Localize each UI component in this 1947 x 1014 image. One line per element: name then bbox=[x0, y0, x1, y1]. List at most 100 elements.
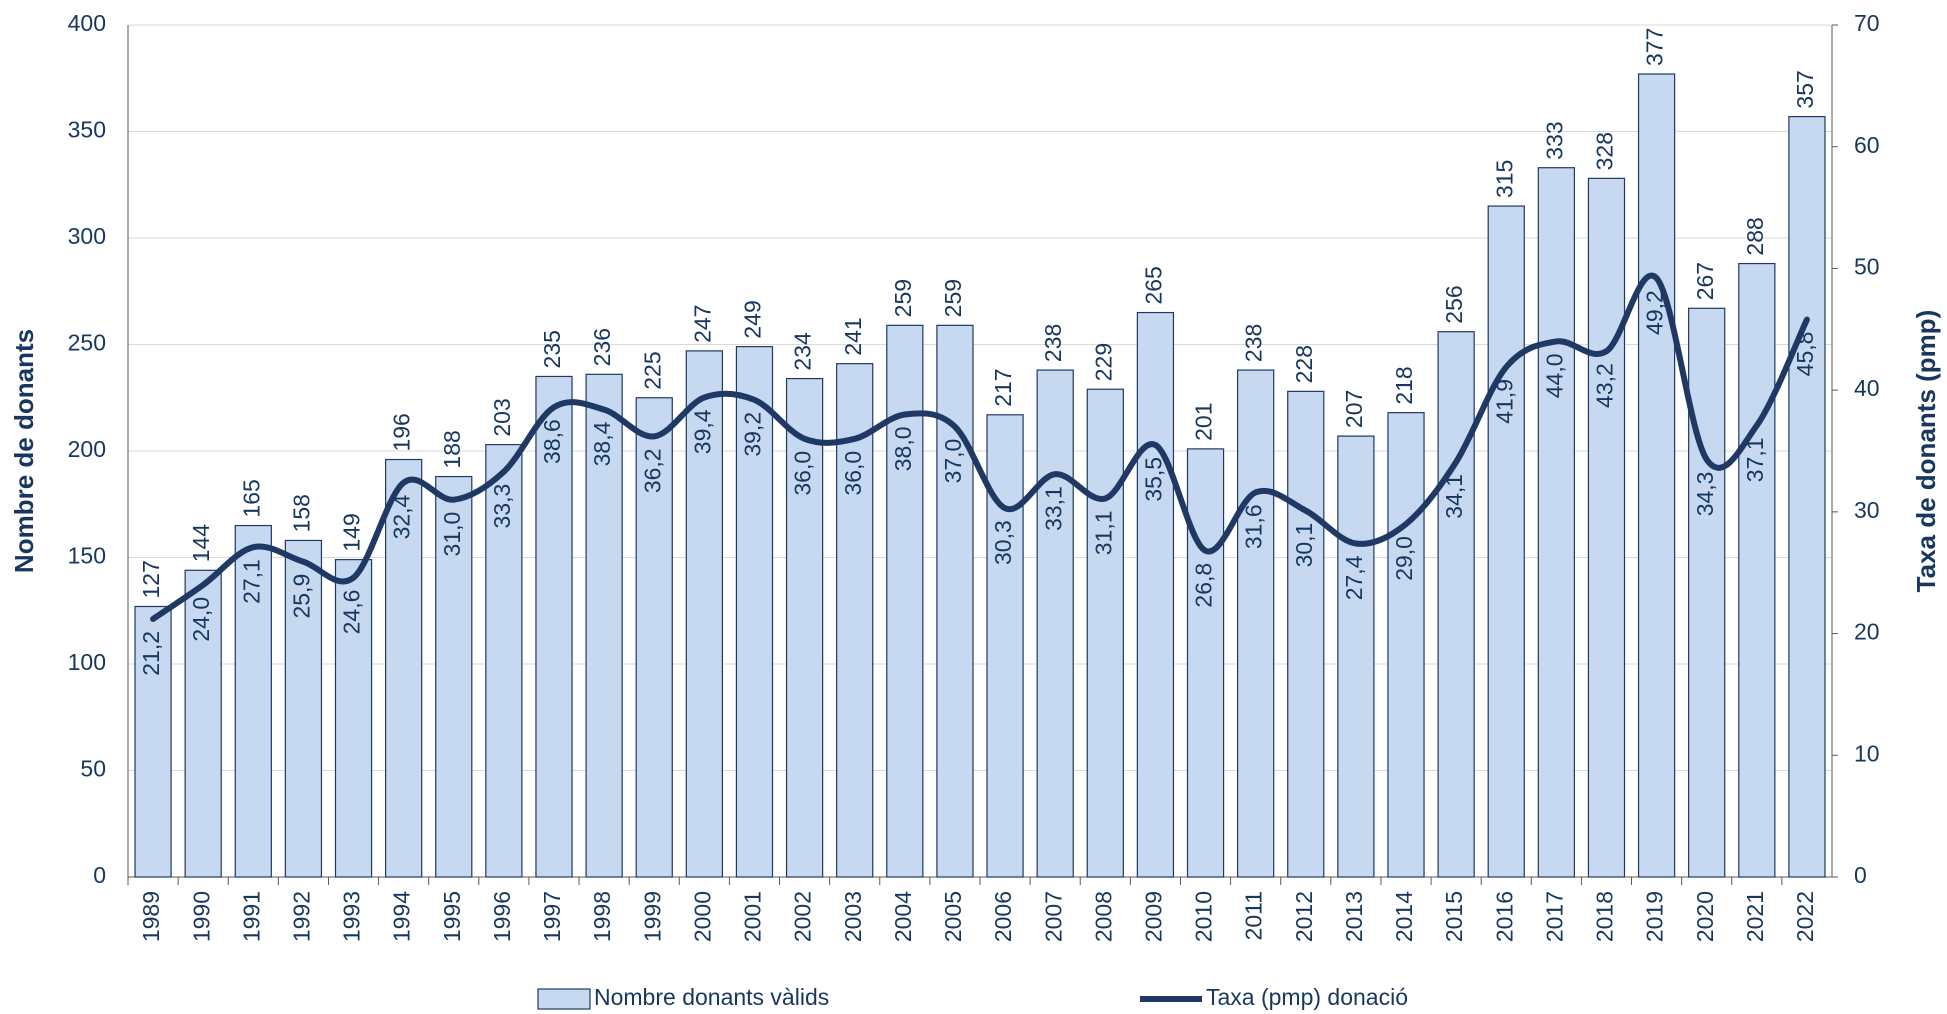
y2-tick-label: 70 bbox=[1854, 10, 1880, 36]
bar bbox=[284, 539, 323, 878]
bar-value-label: 259 bbox=[940, 279, 966, 317]
line-value-label: 24,6 bbox=[339, 590, 365, 635]
line bbox=[150, 272, 1810, 622]
x-tick-label: 2022 bbox=[1792, 891, 1818, 942]
x-tick-label: 1989 bbox=[138, 891, 164, 942]
x-tick-label: 2003 bbox=[840, 891, 866, 942]
bar bbox=[785, 377, 824, 878]
bar-value-label: 158 bbox=[288, 494, 314, 532]
bar bbox=[735, 346, 774, 878]
line-value-label: 32,4 bbox=[389, 494, 415, 539]
line-value-label: 30,3 bbox=[990, 520, 1016, 565]
bar bbox=[1237, 369, 1275, 878]
bar-value-label: 234 bbox=[790, 332, 816, 371]
x-tick-label: 2017 bbox=[1541, 891, 1567, 942]
line-value-label: 49,2 bbox=[1642, 290, 1668, 335]
line-value-label: 38,4 bbox=[589, 421, 615, 466]
line-value-label: 37,0 bbox=[940, 439, 966, 484]
x-tick-label: 2001 bbox=[740, 891, 766, 942]
bar-value-label: 249 bbox=[740, 300, 766, 338]
bar-value-label: 207 bbox=[1341, 390, 1367, 428]
y2-tick-label: 60 bbox=[1854, 132, 1880, 158]
bar bbox=[1387, 412, 1425, 878]
line-value-label: 44,0 bbox=[1541, 353, 1567, 398]
bar-value-label: 256 bbox=[1441, 285, 1467, 323]
bar bbox=[1136, 311, 1175, 878]
line-value-label: 34,3 bbox=[1692, 472, 1718, 517]
y2-tick-label: 30 bbox=[1854, 497, 1880, 523]
bar-value-label: 218 bbox=[1391, 366, 1417, 404]
bar-value-label: 229 bbox=[1090, 343, 1116, 381]
line-value-label: 43,2 bbox=[1592, 363, 1618, 408]
bar-value-label: 267 bbox=[1692, 262, 1718, 300]
x-tick-label: 2021 bbox=[1742, 891, 1768, 942]
bar-value-label: 144 bbox=[188, 524, 214, 563]
x-tick-label: 1997 bbox=[539, 891, 565, 942]
x-tick-label: 2020 bbox=[1692, 891, 1718, 942]
bar-value-label: 228 bbox=[1291, 345, 1317, 383]
y2-tick-label: 10 bbox=[1854, 740, 1880, 766]
bar-value-label: 315 bbox=[1491, 160, 1517, 198]
line-value-label: 31,6 bbox=[1241, 504, 1267, 549]
bar bbox=[535, 375, 573, 878]
bar bbox=[485, 444, 523, 878]
y-tick-label: 300 bbox=[68, 223, 106, 249]
x-tick-label: 2012 bbox=[1291, 891, 1317, 942]
bar bbox=[635, 397, 673, 878]
bar bbox=[134, 605, 172, 878]
x-tick-label: 2000 bbox=[689, 891, 715, 942]
x-tick-label: 2014 bbox=[1391, 891, 1417, 942]
line-value-label: 29,0 bbox=[1391, 536, 1417, 581]
line-value-label: 26,8 bbox=[1191, 563, 1217, 608]
x-tick-label: 2016 bbox=[1491, 891, 1517, 942]
x-tick-label: 2005 bbox=[940, 891, 966, 942]
line-value-label: 41,9 bbox=[1491, 379, 1517, 424]
x-tick-label: 2019 bbox=[1642, 891, 1668, 942]
legend-label: Taxa (pmp) donació bbox=[1206, 984, 1408, 1010]
x-tick-label: 1999 bbox=[639, 891, 665, 942]
line-value-label: 33,3 bbox=[489, 484, 515, 529]
bar-value-label: 236 bbox=[589, 328, 615, 366]
y-tick-label: 150 bbox=[68, 543, 106, 569]
y2-tick-label: 50 bbox=[1854, 254, 1880, 280]
bar bbox=[435, 475, 473, 878]
line-value-label: 31,0 bbox=[439, 512, 465, 557]
x-tick-label: 2018 bbox=[1592, 891, 1618, 942]
bar-value-label: 328 bbox=[1592, 132, 1618, 170]
line-value-label: 36,2 bbox=[639, 448, 665, 493]
x-tick-label: 1994 bbox=[389, 891, 415, 942]
line-value-label: 45,8 bbox=[1792, 332, 1818, 377]
line-value-label: 30,1 bbox=[1291, 523, 1317, 568]
bar bbox=[1287, 390, 1325, 878]
x-tick-label: 2006 bbox=[990, 891, 1016, 942]
line-value-label: 35,5 bbox=[1140, 457, 1166, 502]
x-tick-label: 2009 bbox=[1140, 891, 1166, 942]
bar bbox=[184, 569, 222, 878]
bar bbox=[334, 559, 373, 878]
bar bbox=[1537, 167, 1575, 878]
bar bbox=[234, 524, 272, 878]
bar-value-label: 203 bbox=[489, 398, 515, 436]
bar-value-label: 259 bbox=[890, 279, 916, 317]
line-value-label: 24,0 bbox=[188, 597, 214, 642]
y2-tick-label: 0 bbox=[1854, 862, 1867, 888]
bar bbox=[1086, 388, 1124, 878]
bar-value-label: 225 bbox=[639, 351, 665, 389]
bar bbox=[1587, 177, 1626, 878]
x-tick-label: 2004 bbox=[890, 891, 916, 942]
bar bbox=[836, 363, 874, 878]
bar-value-label: 165 bbox=[238, 479, 264, 517]
y-axis-title: Nombre de donants bbox=[9, 329, 39, 573]
bar-value-label: 333 bbox=[1541, 121, 1567, 159]
x-tick-label: 1998 bbox=[589, 891, 615, 942]
y2-tick-label: 40 bbox=[1854, 375, 1880, 401]
bar-value-label: 127 bbox=[138, 560, 164, 598]
x-tick-label: 1996 bbox=[489, 891, 515, 942]
x-tick-label: 1991 bbox=[238, 891, 264, 942]
y-tick-label: 0 bbox=[93, 862, 106, 888]
x-tick-label: 2013 bbox=[1341, 891, 1367, 942]
y2-tick-label: 20 bbox=[1854, 619, 1880, 645]
y-tick-label: 350 bbox=[68, 117, 106, 143]
y-tick-label: 50 bbox=[80, 756, 106, 782]
